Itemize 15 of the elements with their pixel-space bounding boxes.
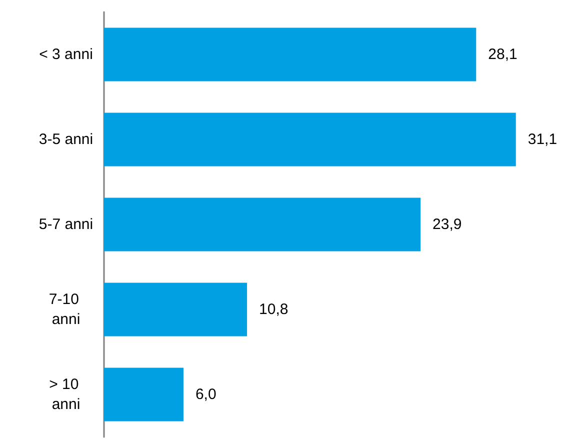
- y-tick-label: > 10 anni: [49, 376, 83, 413]
- bar: [104, 112, 516, 166]
- data-label: 28,1: [488, 46, 518, 63]
- y-tick-label: 3-5 anni: [38, 131, 94, 148]
- bar: [104, 28, 476, 82]
- bar: [104, 368, 184, 422]
- bar: [104, 282, 248, 336]
- y-tick-label: 7-10 anni: [48, 291, 84, 328]
- y-tick-label: 5-7 anni: [38, 216, 94, 233]
- data-label: 10,8: [259, 301, 288, 318]
- data-label: 6,0: [195, 386, 216, 403]
- data-label: 31,1: [528, 131, 558, 148]
- bar: [104, 198, 421, 252]
- data-label: 23,9: [432, 216, 462, 233]
- y-tick-label: < 3 anni: [39, 46, 93, 63]
